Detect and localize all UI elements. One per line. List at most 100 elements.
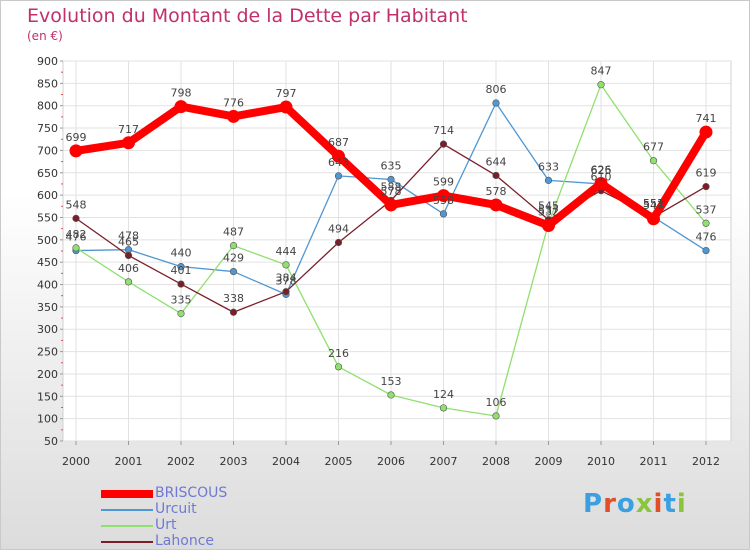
data-point-urcuit xyxy=(702,246,710,255)
data-point-urcuit xyxy=(387,175,395,184)
logo-letter: o xyxy=(616,489,636,519)
legend-label-urcuit: Urcuit xyxy=(155,501,197,517)
data-label-urt: 444 xyxy=(276,245,297,258)
x-tick-label: 2011 xyxy=(640,455,668,468)
data-point-lahonce xyxy=(124,251,133,260)
logo-letter: r xyxy=(603,489,617,519)
data-label-urt: 537 xyxy=(538,203,559,216)
x-tick-label: 2007 xyxy=(430,455,458,468)
data-label-urcuit: 476 xyxy=(696,231,717,244)
x-tick-label: 2012 xyxy=(692,455,720,468)
x-tick-label: 2005 xyxy=(325,455,353,468)
data-label-urcuit: 478 xyxy=(118,230,139,243)
data-label-lahonce: 551 xyxy=(643,197,664,210)
data-label-briscous: 798 xyxy=(171,87,192,100)
data-point-briscous xyxy=(384,198,398,212)
y-tick-label: 100 xyxy=(37,413,58,426)
data-point-briscous xyxy=(332,149,345,163)
y-tick-label: 550 xyxy=(37,211,58,224)
x-tick-label: 2001 xyxy=(115,455,143,468)
logo-letter: t xyxy=(663,489,677,519)
chart-title: Evolution du Montant de la Dette par Hab… xyxy=(27,5,468,27)
data-point-urt xyxy=(702,219,710,227)
data-label-briscous: 599 xyxy=(433,176,454,189)
y-tick-label: 900 xyxy=(37,55,58,68)
data-label-urcuit: 806 xyxy=(486,83,507,96)
data-point-urcuit xyxy=(177,263,185,271)
legend-swatch-urcuit xyxy=(101,509,153,511)
chart-unit: (en €) xyxy=(27,29,63,43)
y-tick-label: 450 xyxy=(37,256,58,269)
data-label-urcuit: 476 xyxy=(66,231,87,244)
y-tick-label: 750 xyxy=(37,122,58,135)
data-label-briscous: 547 xyxy=(643,199,664,212)
data-point-briscous xyxy=(594,176,608,190)
data-label-urt: 216 xyxy=(328,347,349,360)
data-label-lahonce: 610 xyxy=(591,171,612,184)
data-label-urt: 335 xyxy=(171,294,192,307)
x-tick-label: 2009 xyxy=(535,455,563,468)
data-point-urcuit xyxy=(229,267,238,276)
data-label-urt: 106 xyxy=(486,396,507,409)
x-tick-label: 2000 xyxy=(62,455,90,468)
data-label-urcuit: 625 xyxy=(591,164,612,177)
data-label-urt: 487 xyxy=(223,226,244,239)
data-point-briscous xyxy=(647,212,660,226)
data-point-briscous xyxy=(69,144,83,158)
data-label-urcuit: 558 xyxy=(433,194,454,207)
data-label-lahonce: 548 xyxy=(66,198,87,211)
data-point-lahonce xyxy=(702,183,710,191)
data-point-urt xyxy=(124,278,133,286)
data-point-urt xyxy=(72,244,80,252)
data-label-lahonce: 545 xyxy=(538,200,559,213)
x-tick-label: 2006 xyxy=(377,455,405,468)
data-label-urcuit: 643 xyxy=(328,156,349,169)
y-tick-label: 700 xyxy=(37,144,58,157)
data-label-lahonce: 588 xyxy=(381,180,402,193)
y-tick-label: 200 xyxy=(37,368,58,381)
x-tick-label: 2010 xyxy=(587,455,615,468)
data-label-lahonce: 494 xyxy=(328,223,349,236)
data-label-lahonce: 401 xyxy=(171,264,192,277)
data-label-briscous: 717 xyxy=(118,123,139,136)
x-tick-label: 2004 xyxy=(272,455,300,468)
data-label-lahonce: 619 xyxy=(696,167,717,180)
data-label-briscous: 776 xyxy=(223,96,244,109)
y-tick-label: 150 xyxy=(37,390,58,403)
data-point-urt xyxy=(492,412,500,420)
x-tick-label: 2003 xyxy=(220,455,248,468)
data-label-urcuit: 429 xyxy=(223,252,244,265)
legend-label-urt: Urt xyxy=(155,517,177,533)
data-point-briscous xyxy=(542,219,555,233)
data-point-briscous xyxy=(122,136,135,150)
y-tick-label: 250 xyxy=(37,346,58,359)
data-label-lahonce: 384 xyxy=(276,272,297,285)
data-label-urcuit: 378 xyxy=(276,274,297,287)
data-point-urcuit xyxy=(492,99,500,107)
data-label-urt: 847 xyxy=(591,65,612,78)
data-label-briscous: 578 xyxy=(381,185,402,198)
data-point-lahonce xyxy=(439,140,448,148)
data-point-urt xyxy=(177,309,185,318)
data-label-urt: 153 xyxy=(381,375,402,388)
data-point-urt xyxy=(649,157,658,165)
legend-swatch-lahonce xyxy=(101,541,153,543)
data-label-urcuit: 440 xyxy=(171,247,192,260)
logo-letter: i xyxy=(653,489,664,519)
y-tick-label: 500 xyxy=(37,234,58,247)
legend-swatch-briscous xyxy=(101,490,153,498)
data-label-briscous: 741 xyxy=(696,112,717,125)
data-label-urt: 482 xyxy=(66,228,87,241)
x-tick-label: 2002 xyxy=(167,455,195,468)
legend-swatch-urt xyxy=(101,525,153,527)
data-label-urcuit: 635 xyxy=(381,159,402,172)
data-label-urt: 537 xyxy=(696,203,717,216)
data-label-briscous: 687 xyxy=(328,136,349,149)
plot-area xyxy=(62,60,732,442)
proxiti-logo: Proxiti xyxy=(583,489,687,519)
data-label-lahonce: 644 xyxy=(486,155,507,168)
data-label-briscous: 797 xyxy=(276,87,297,100)
data-point-urt xyxy=(334,363,343,371)
data-label-briscous: 578 xyxy=(486,185,507,198)
logo-letter: P xyxy=(583,489,604,519)
